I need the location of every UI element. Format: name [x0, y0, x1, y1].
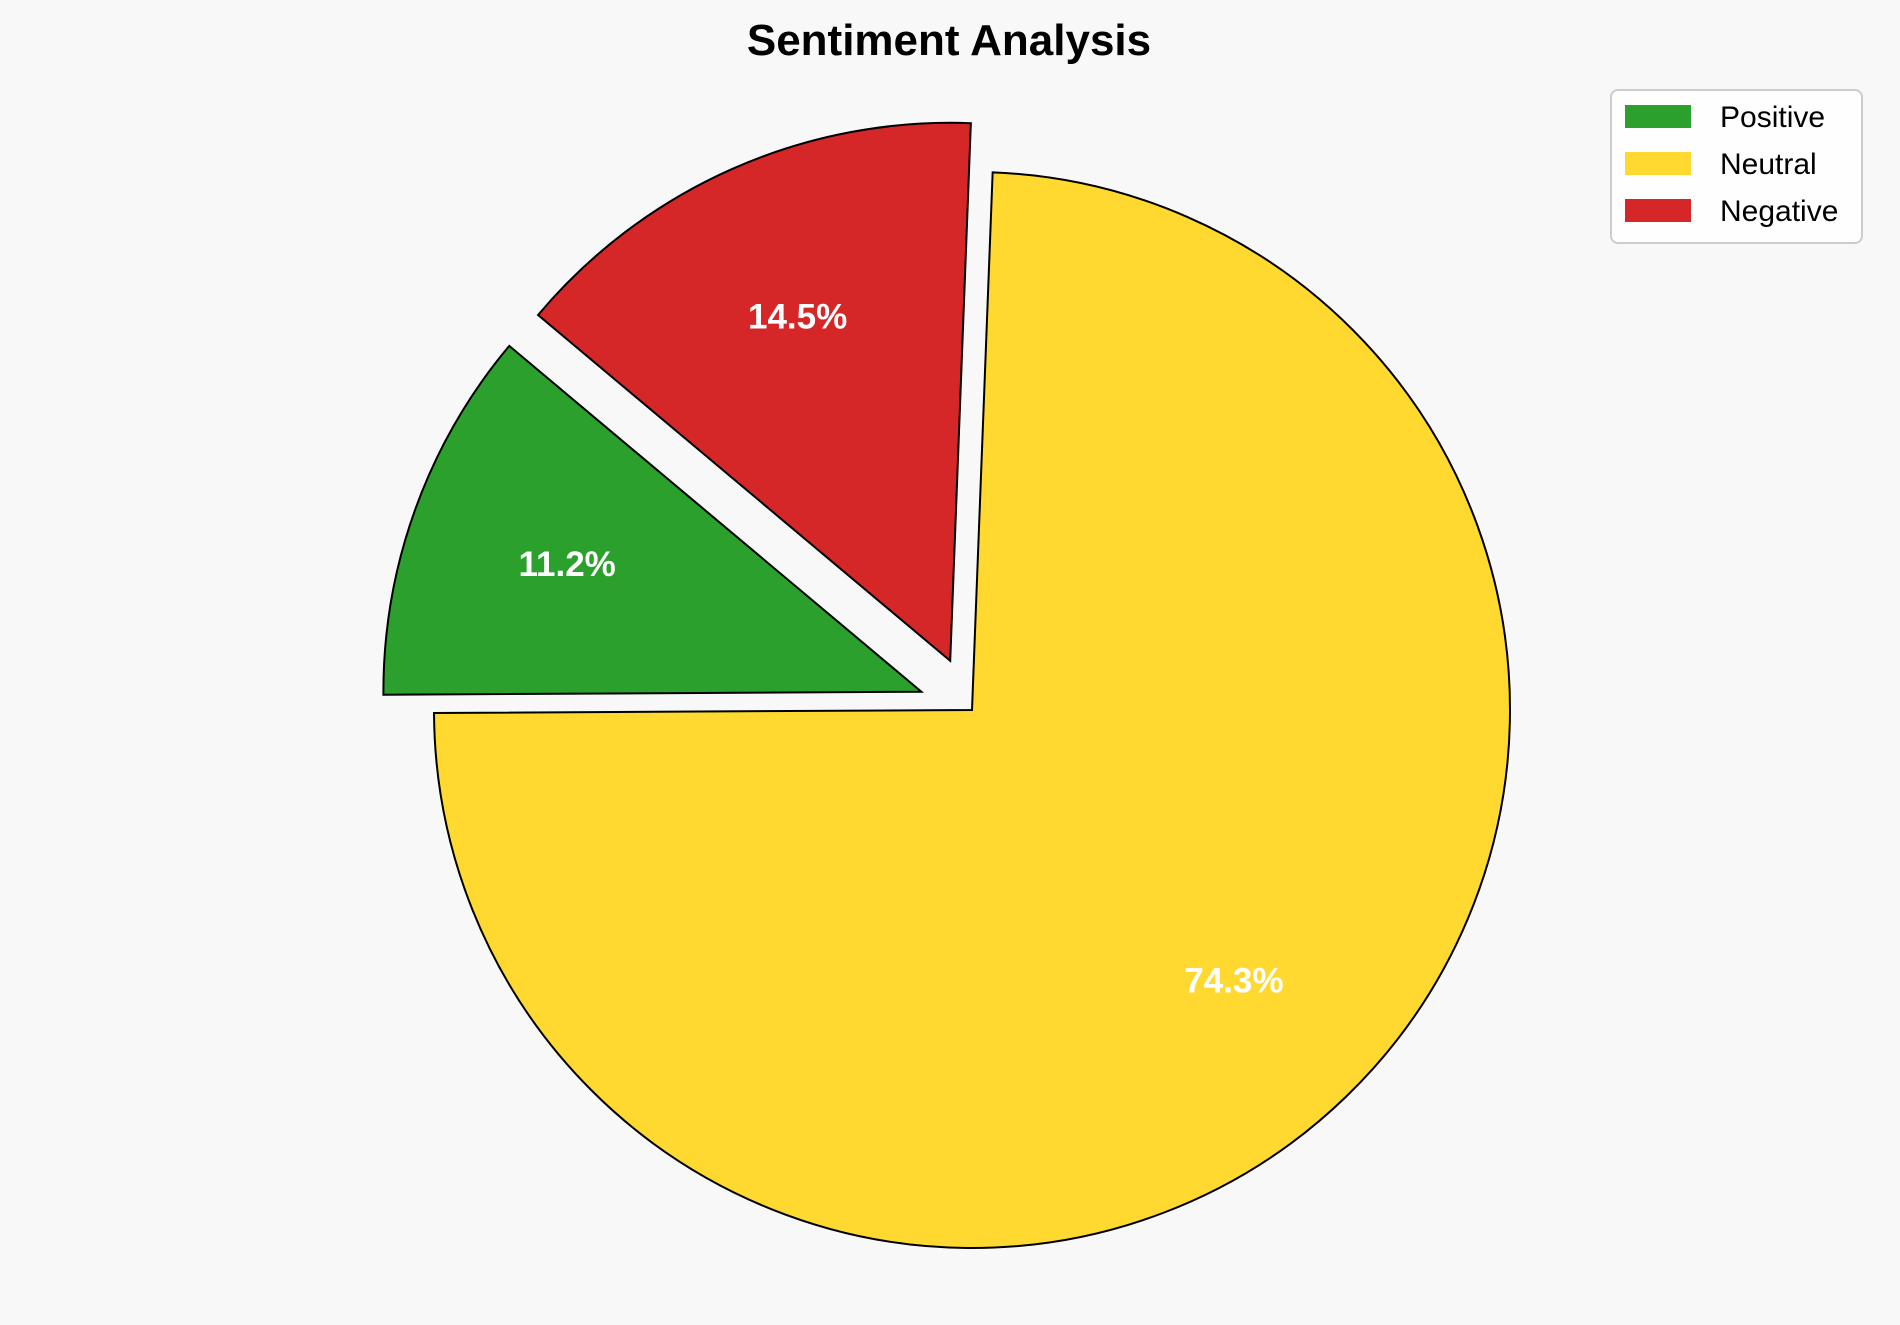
- pie-slice-neutral: [433, 171, 1511, 1249]
- pie-slice-positive: [382, 344, 925, 696]
- legend-label-negative: Negative: [1720, 195, 1838, 228]
- legend-swatch-negative: [1625, 199, 1691, 222]
- legend-swatch-positive: [1625, 105, 1691, 128]
- pct-label-negative: 14.5%: [748, 298, 847, 337]
- legend: Positive Neutral Negative: [1610, 89, 1863, 244]
- legend-swatch-neutral: [1625, 152, 1691, 175]
- pie-slice-negative: [536, 121, 972, 663]
- legend-label-neutral: Neutral: [1720, 148, 1817, 181]
- legend-label-positive: Positive: [1720, 101, 1825, 134]
- chart-title: Sentiment Analysis: [747, 16, 1151, 65]
- pct-label-neutral: 74.3%: [1184, 962, 1283, 1001]
- pct-label-positive: 11.2%: [518, 545, 615, 584]
